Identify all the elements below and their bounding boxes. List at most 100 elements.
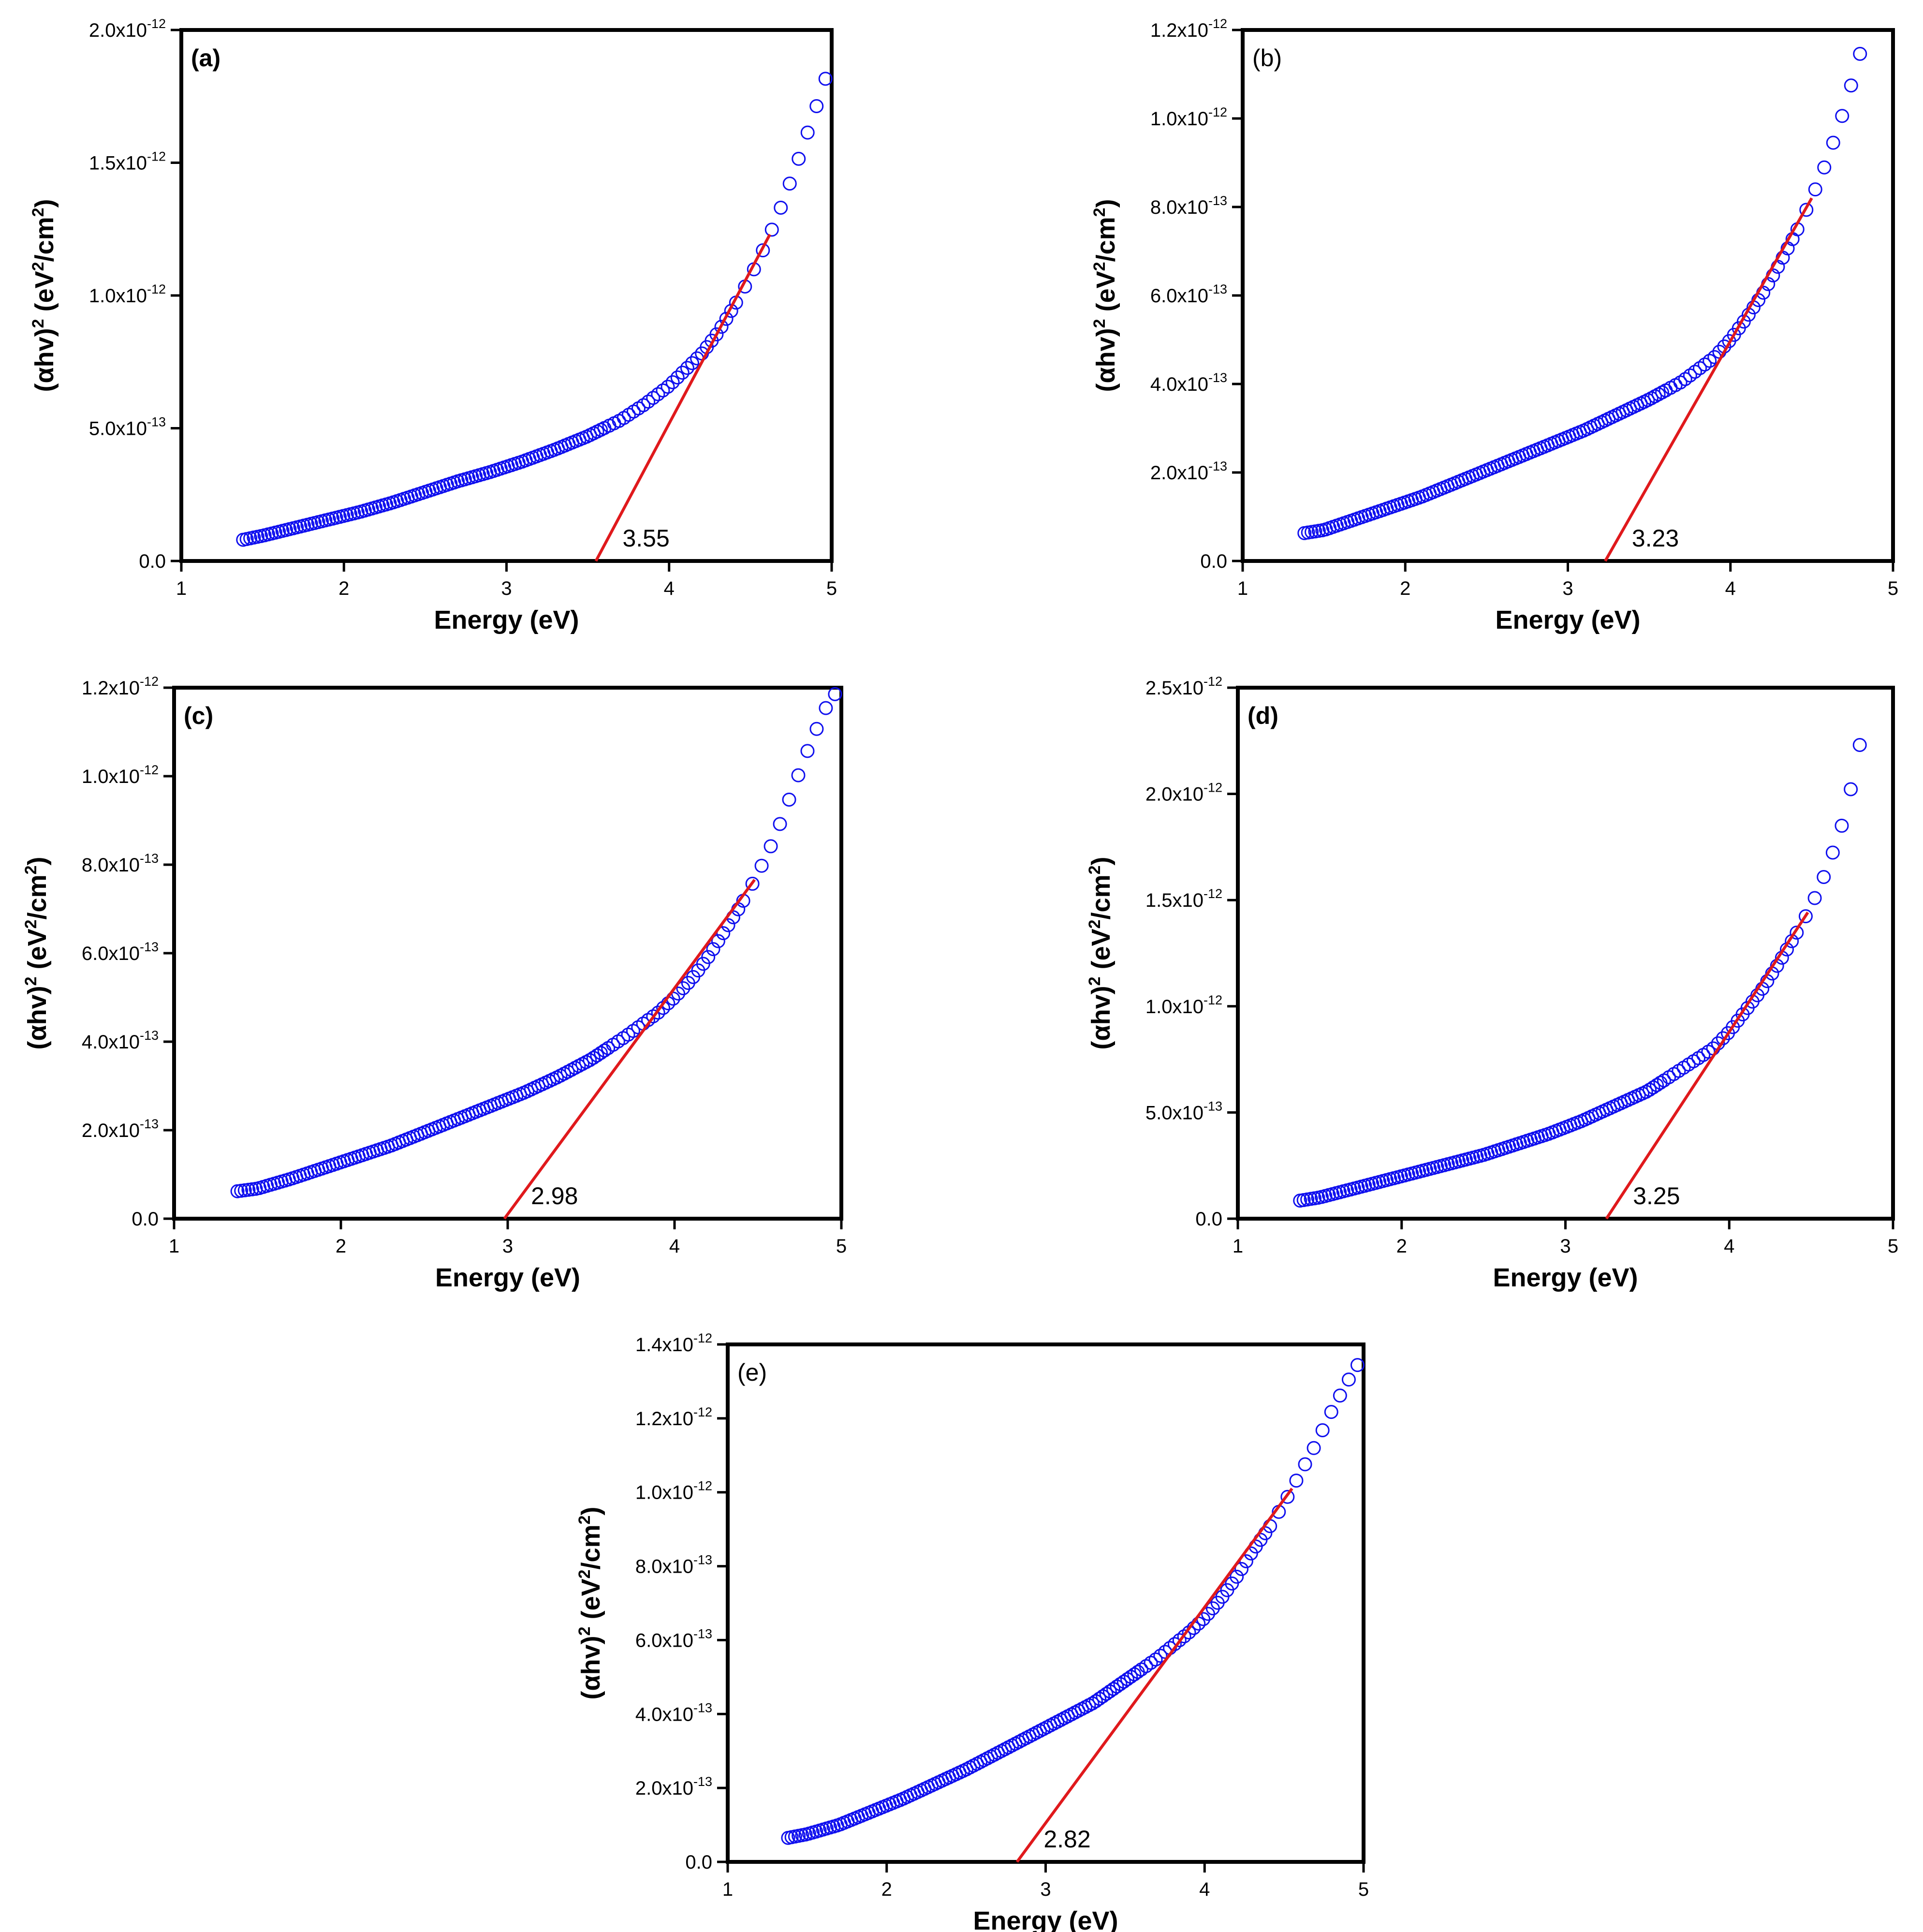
data-point (1341, 1372, 1356, 1387)
data-point (1289, 1474, 1304, 1488)
y-tick-label: 0.0 (685, 1852, 712, 1873)
panel-label: (c) (184, 702, 213, 729)
data-point (1716, 1031, 1730, 1046)
data-point (1688, 365, 1702, 379)
data-point (1172, 1633, 1187, 1648)
data-point (763, 839, 778, 854)
data-point (1693, 361, 1707, 375)
data-point (651, 387, 665, 401)
bandgap-annotation: 2.82 (1043, 1826, 1090, 1853)
x-tick-label: 1 (722, 1879, 733, 1900)
x-tick-label: 5 (836, 1236, 847, 1257)
data-point (1844, 78, 1858, 93)
x-axis-label: Energy (eV) (973, 1906, 1118, 1932)
data-point (1102, 1684, 1117, 1699)
panel-label: (e) (737, 1359, 767, 1386)
fit-line (1015, 1488, 1293, 1863)
y-tick-label: 2.0x10-12 (89, 16, 166, 41)
data-point (1703, 354, 1717, 368)
data-point (646, 391, 661, 405)
y-tick-label: 4.0x10-13 (635, 1700, 712, 1725)
data-point (1324, 1405, 1338, 1419)
data-point (1230, 1569, 1244, 1584)
y-tick-label: 4.0x10-13 (1150, 370, 1227, 395)
data-point (675, 366, 690, 380)
data-point (791, 768, 806, 782)
data-point (1678, 372, 1692, 386)
plot-frame (1241, 28, 1895, 563)
data-point (685, 356, 699, 370)
y-tick-label: 1.2x10-12 (82, 674, 159, 699)
data-point (1234, 1562, 1249, 1576)
x-tick-label: 3 (502, 1236, 513, 1257)
data-point (701, 950, 716, 964)
data-point (1808, 182, 1822, 197)
data-point (1790, 925, 1804, 940)
data-point (1817, 160, 1832, 175)
y-tick-label: 1.5x10-12 (89, 149, 166, 174)
y-tick-label: 1.0x10-12 (1150, 105, 1227, 130)
x-tick-label: 2 (338, 578, 349, 599)
y-tick-label: 0.0 (132, 1209, 159, 1230)
x-tick-label: 5 (1888, 578, 1898, 599)
panel-b: 1 2 3 4 5 0.0 2.0x10-13 4.0x10-13 6.0x10-13 8.0x1… (1090, 16, 1898, 634)
x-tick-label: 1 (1237, 578, 1248, 599)
plot-frame (172, 686, 843, 1221)
panel-a: 1 2 3 4 5 0.0 5.0x10-13 1.0x10-12 1.5x10-12 2.0x1… (29, 16, 837, 634)
y-tick-label: 1.0x10-12 (635, 1479, 712, 1504)
y-tick-label: 5.0x10-13 (1145, 1099, 1222, 1123)
panel-label: (b) (1252, 44, 1282, 72)
data-point (773, 817, 787, 831)
data-point (1853, 46, 1867, 61)
panel-d: 1 2 3 4 5 0.0 5.0x10-13 1.0x10-12 1.5x10-12 2.0x1… (1086, 674, 1898, 1292)
data-point (714, 320, 729, 334)
data-point (716, 926, 731, 941)
x-axis-label: Energy (eV) (435, 1263, 580, 1292)
y-tick-label: 0.0 (1200, 551, 1227, 572)
x-axis-label: Energy (eV) (1493, 1263, 1638, 1292)
data-point (1153, 1649, 1168, 1663)
x-tick-label: 4 (664, 578, 675, 599)
x-tick-label: 2 (336, 1236, 346, 1257)
y-tick-label: 1.2x10-12 (1150, 16, 1227, 41)
x-tick-label: 1 (169, 1236, 179, 1257)
x-tick-label: 3 (1040, 1879, 1051, 1900)
data-series (236, 72, 833, 547)
y-tick-label: 2.0x10-13 (635, 1774, 712, 1799)
data-point (1835, 818, 1849, 833)
data-point (1650, 1078, 1664, 1092)
data-point (745, 876, 760, 891)
data-point (1092, 1692, 1107, 1706)
data-point (1807, 891, 1822, 905)
data-point (676, 981, 690, 995)
data-point (1177, 1629, 1191, 1644)
data-point (1646, 1080, 1660, 1095)
data-point (1280, 1490, 1295, 1504)
y-tick-label: 2.0x10-13 (1150, 459, 1227, 484)
data-point (590, 1048, 604, 1062)
fit-line (1605, 912, 1809, 1220)
data-point (594, 1046, 608, 1060)
data-point (1088, 1694, 1103, 1709)
y-tick-label: 6.0x10-13 (82, 940, 159, 964)
y-tick-label: 1.0x10-12 (82, 763, 159, 787)
y-tick-label: 0.0 (139, 551, 166, 572)
data-point (1120, 1672, 1134, 1686)
data-point (1835, 109, 1850, 123)
y-tick-label: 6.0x10-13 (1150, 282, 1227, 307)
plot-frame (179, 28, 834, 563)
plot-frame (726, 1342, 1365, 1864)
data-point (1148, 1652, 1163, 1667)
bandgap-annotation: 3.25 (1633, 1182, 1680, 1209)
data-point (1817, 870, 1831, 885)
data-series (781, 1358, 1365, 1845)
x-tick-label: 5 (826, 578, 837, 599)
x-tick-label: 3 (1560, 1236, 1571, 1257)
y-tick-label: 2.0x10-13 (82, 1117, 159, 1141)
data-point (1844, 782, 1858, 796)
x-tick-label: 2 (1400, 578, 1410, 599)
data-point (756, 243, 770, 258)
data-point (1306, 1441, 1321, 1455)
data-point (1698, 357, 1712, 372)
data-point (1333, 1388, 1347, 1403)
